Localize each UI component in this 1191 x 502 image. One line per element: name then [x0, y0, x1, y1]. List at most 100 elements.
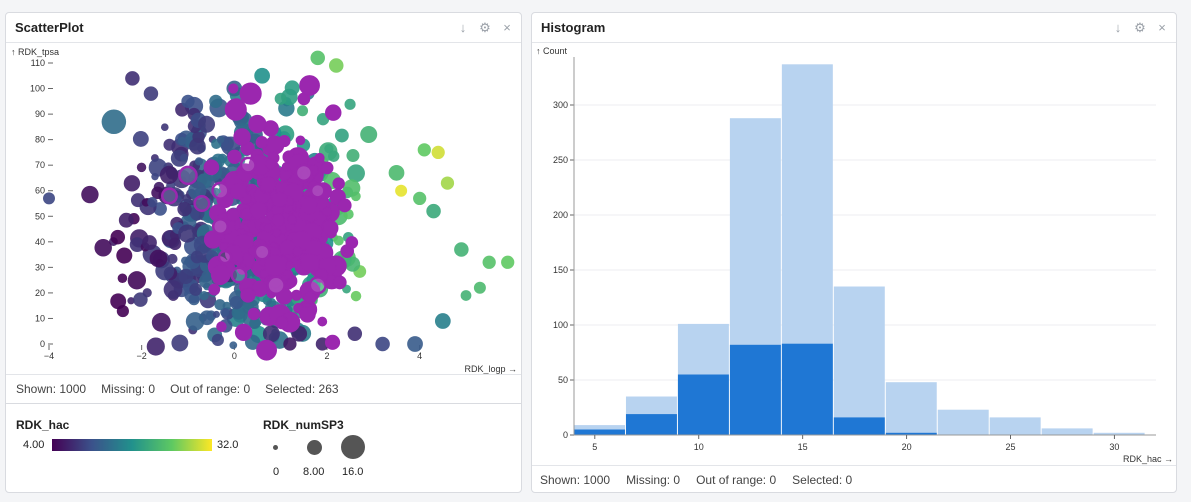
scatter-y-tick-label: 90 — [35, 109, 45, 119]
color-legend-title: RDK_hac — [16, 418, 70, 432]
scatter-point — [347, 326, 363, 342]
hist-bar-total[interactable] — [833, 286, 885, 436]
scatter-point — [344, 98, 356, 110]
scatter-point — [116, 247, 133, 264]
histogram-chart[interactable]: 0 50 100 150 200 250 300 5 10 15 20 25 30 ↑ Count RD… — [532, 43, 1176, 465]
scatter-point — [110, 229, 126, 245]
scatter-point — [177, 136, 187, 146]
scatter-point — [214, 299, 226, 311]
close-icon[interactable]: × — [1158, 20, 1166, 35]
scatter-point — [229, 295, 243, 310]
scatter-y-tick-label: 50 — [35, 211, 45, 221]
scatterplot-legend: RDK_hac 4.00 32.0 RDK_numSP3 0 8.00 16.0 — [6, 403, 521, 492]
scatter-selected-point — [272, 227, 282, 238]
scatter-selected-point — [255, 135, 269, 149]
histogram-panel: Histogram ↓ ⚙ × 0 50 100 150 200 250 300 5 10 15 2… — [531, 12, 1177, 493]
scatter-selected-point — [259, 176, 277, 193]
scatter-point — [127, 271, 147, 290]
scatter-point — [178, 268, 194, 284]
scatter-selected-ring — [253, 243, 271, 261]
hist-bar-selected[interactable] — [677, 374, 729, 436]
missing-count: Missing: 0 — [626, 472, 681, 487]
scatter-x-tick-label: 2 — [324, 351, 329, 361]
scatter-point — [482, 255, 496, 269]
scatter-selected-ring — [217, 249, 233, 265]
hist-bar-selected[interactable] — [625, 414, 677, 435]
hist-y-tick-label: 300 — [553, 100, 568, 110]
scatter-selected-point — [332, 275, 347, 290]
scatter-selected-point — [290, 289, 302, 301]
scatterplot-header-icons: ↓ ⚙ × — [457, 13, 513, 42]
scatter-point — [179, 166, 197, 184]
scatter-point — [395, 184, 408, 197]
scatter-selected-point — [286, 214, 298, 225]
hist-y-tick-label: 100 — [553, 320, 568, 330]
scatter-selected-point — [227, 149, 242, 164]
close-icon[interactable]: × — [503, 20, 511, 35]
hist-bar-total[interactable] — [1093, 432, 1145, 435]
scatter-selected-point — [337, 198, 352, 213]
size-legend-title: RDK_numSP3 — [263, 418, 344, 432]
hist-y-tick-label: 250 — [553, 155, 568, 165]
scatter-selected-point — [203, 230, 223, 249]
hist-x-tick-label: 25 — [1005, 442, 1015, 452]
scatter-point — [334, 128, 349, 143]
hist-x-tick-label: 30 — [1109, 442, 1119, 452]
hist-bar-total[interactable] — [937, 409, 989, 435]
scatter-x-tick-label: −4 — [44, 351, 54, 361]
scatter-selected-point — [249, 201, 268, 220]
scatter-y-tick-label: 20 — [35, 288, 45, 298]
out-of-range-count: Out of range: 0 — [696, 472, 777, 487]
size-legend-dot-medium — [307, 440, 322, 455]
scatter-point — [185, 312, 205, 331]
color-legend-max: 32.0 — [217, 439, 239, 451]
scatter-y-tick-label: 60 — [35, 186, 45, 196]
scatter-selected-point — [295, 135, 306, 146]
scatter-point — [262, 325, 280, 343]
scatter-selected-point — [300, 196, 318, 215]
gear-icon[interactable]: ⚙ — [479, 19, 491, 35]
scatter-selected-point — [263, 223, 273, 233]
scatter-point — [283, 337, 297, 351]
scatter-selected-ring — [230, 266, 248, 284]
scatter-selected-ring — [294, 163, 313, 182]
scatter-point — [454, 242, 469, 257]
scatter-y-tick-label: 40 — [35, 237, 45, 247]
hist-x-tick-label: 5 — [592, 442, 597, 452]
hist-bar-total[interactable] — [1041, 428, 1093, 435]
scatter-point — [190, 250, 204, 264]
scatter-point — [181, 94, 195, 108]
scatter-selected-point — [320, 161, 334, 175]
hist-bar-total[interactable] — [989, 417, 1041, 435]
hist-bar-total[interactable] — [885, 382, 937, 435]
scatterplot-chart[interactable]: 0 10 20 30 40 50 60 70 80 90 100 110 −4 −2 0 2 4 ↑ RDK_t… — [6, 43, 521, 375]
hist-bar-selected[interactable] — [885, 432, 937, 435]
scatter-point — [347, 164, 365, 183]
hist-bar-selected[interactable] — [833, 417, 885, 435]
scatter-point — [163, 138, 176, 151]
gear-icon[interactable]: ⚙ — [1134, 19, 1146, 35]
scatter-point — [178, 224, 197, 243]
scatter-point — [216, 135, 225, 144]
scatter-point — [324, 144, 334, 154]
hist-bar-selected[interactable] — [781, 343, 833, 435]
scatter-selected-point — [234, 323, 253, 342]
scatter-point — [125, 71, 140, 86]
scatterplot-header: ScatterPlot ↓ ⚙ × — [6, 13, 521, 43]
scatter-y-tick-label: 30 — [35, 262, 45, 272]
scatter-point — [189, 283, 203, 296]
scatter-point — [310, 50, 325, 66]
scatter-point — [194, 157, 204, 166]
scatter-selected-point — [229, 182, 247, 200]
scatter-selected-point — [271, 191, 288, 208]
scatter-selected-point — [224, 98, 247, 121]
scatter-point — [153, 202, 167, 216]
download-icon[interactable]: ↓ — [1114, 20, 1122, 35]
histogram-header-icons: ↓ ⚙ × — [1112, 13, 1168, 42]
hist-bar-selected[interactable] — [574, 429, 625, 436]
scatter-selected-point — [321, 206, 332, 217]
download-icon[interactable]: ↓ — [459, 20, 467, 35]
hist-y-tick-label: 150 — [553, 265, 568, 275]
scatter-point — [147, 197, 158, 208]
hist-bar-selected[interactable] — [729, 344, 781, 435]
